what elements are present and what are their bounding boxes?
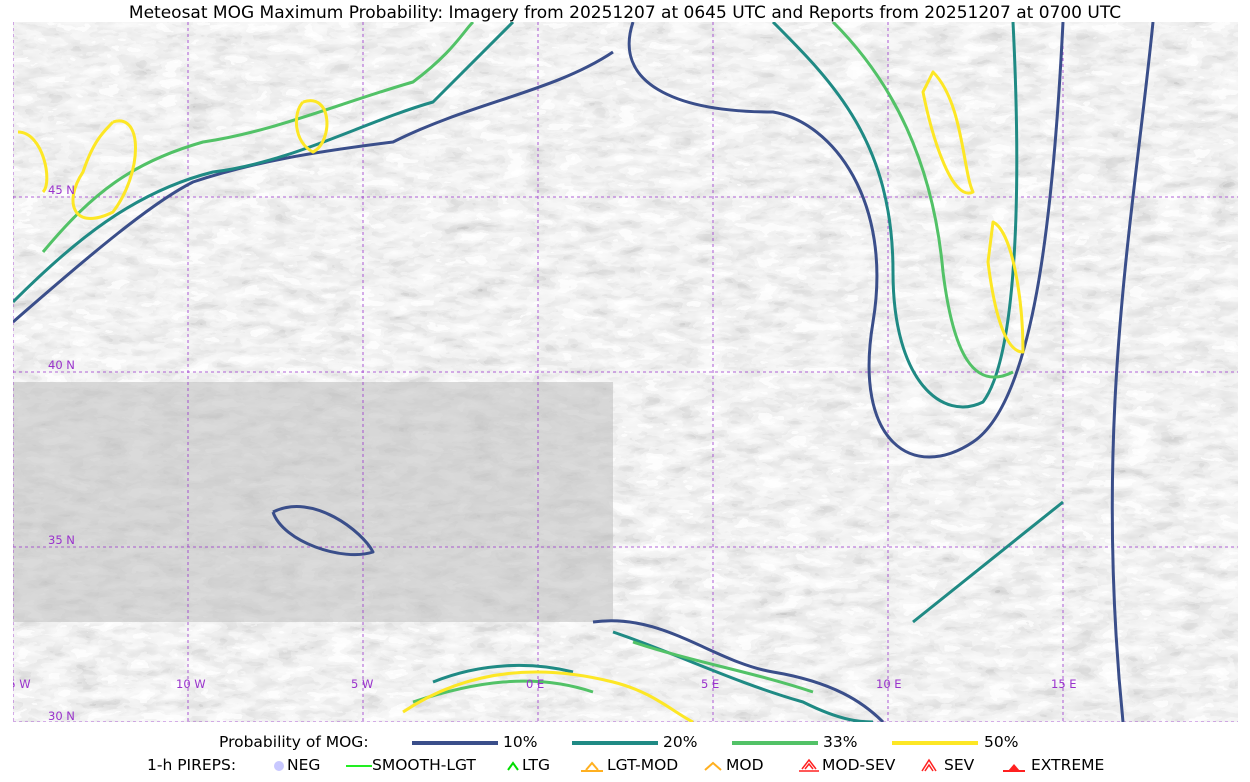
longitude-label: 10 W xyxy=(176,677,206,691)
latitude-label: 35 N xyxy=(48,533,75,547)
mod-caret-icon xyxy=(704,761,722,771)
smooth-lgt-line-icon xyxy=(346,765,372,767)
neg-circle-icon xyxy=(274,761,284,771)
probability-legend-label: Probability of MOG: xyxy=(219,733,369,751)
pirep-sev-label: SEV xyxy=(944,756,975,774)
latitude-label: 30 N xyxy=(48,709,75,722)
pirep-lgt-mod-label: LGT-MOD xyxy=(607,756,679,774)
latitude-label: 45 N xyxy=(48,183,75,197)
legend-33pct-label: 33% xyxy=(823,733,858,751)
lgt-mod-caret-bar-icon xyxy=(581,761,603,772)
legend-10pct-swatch xyxy=(412,741,498,745)
pirep-extreme-label: EXTREME xyxy=(1031,756,1105,774)
longitude-label: 10 E xyxy=(876,677,902,691)
legend-33pct-swatch xyxy=(732,741,818,745)
pirep-mod-label: MOD xyxy=(726,756,764,774)
contour-50pct xyxy=(17,70,1025,722)
longitude-label: 15 W xyxy=(13,677,31,691)
legend-50pct-label: 50% xyxy=(984,733,1019,751)
legend-20pct-label: 20% xyxy=(663,733,698,751)
pireps-legend-label: 1-h PIREPS: xyxy=(147,756,237,774)
legend-10pct-label: 10% xyxy=(503,733,538,751)
longitude-label: 5 E xyxy=(701,677,719,691)
contour-10pct xyxy=(13,22,1155,722)
legend-20pct-swatch xyxy=(572,741,658,745)
graticule xyxy=(13,22,1238,722)
pirep-neg-label: NEG xyxy=(287,756,321,774)
longitude-label: 5 W xyxy=(351,677,373,691)
ltg-caret-icon xyxy=(507,761,519,771)
extreme-filled-triangle-icon xyxy=(1003,764,1025,772)
legend-50pct-swatch xyxy=(892,741,978,745)
pirep-mod-sev-label: MOD-SEV xyxy=(822,756,896,774)
longitude-label: 15 E xyxy=(1051,677,1077,691)
contour-33pct xyxy=(41,22,1014,704)
contour-20pct xyxy=(13,22,1064,722)
smooth-region xyxy=(13,382,613,622)
pirep-smooth-lgt-label: SMOOTH-LGT xyxy=(372,756,476,774)
latitude-label: 40 N xyxy=(48,358,75,372)
longitude-label: 0 E xyxy=(526,677,544,691)
chart-title: Meteosat MOG Maximum Probability: Imager… xyxy=(128,3,1122,23)
satellite-map[interactable]: 15 W 10 W 5 W 0 E 5 E 10 E 15 E 30 N 35 N 40 N 45 … xyxy=(13,22,1238,722)
sev-double-caret-icon xyxy=(921,758,937,772)
mod-sev-double-caret-bar-icon xyxy=(799,758,819,772)
pirep-ltg-label: LTG xyxy=(522,756,550,774)
